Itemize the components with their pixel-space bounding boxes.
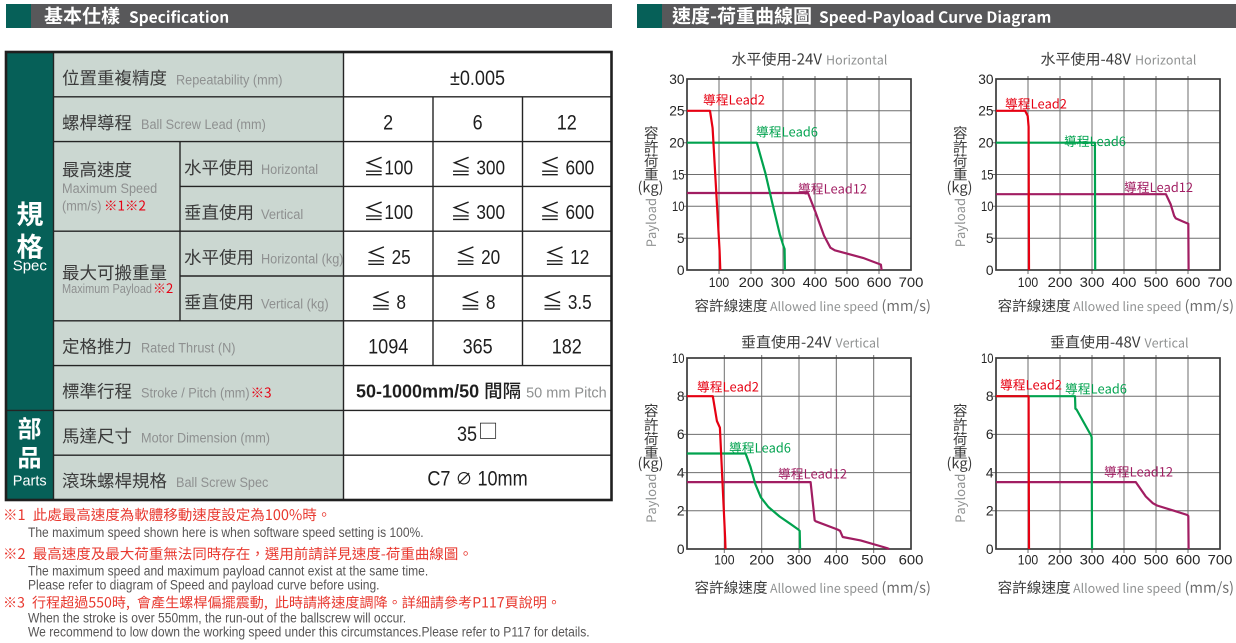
svg-text:5: 5 — [677, 231, 685, 246]
svg-text:Parts: Parts — [13, 474, 47, 490]
svg-text:100: 100 — [714, 552, 735, 568]
svg-text:100: 100 — [1018, 274, 1039, 290]
svg-text:500: 500 — [1144, 274, 1169, 290]
svg-text:25: 25 — [978, 104, 994, 119]
svg-text:10: 10 — [672, 351, 685, 366]
svg-text:C7: C7 — [427, 468, 450, 491]
svg-text:400: 400 — [1112, 274, 1137, 290]
svg-text:Spec: Spec — [13, 258, 48, 275]
svg-text:12: 12 — [570, 247, 589, 269]
svg-text:8: 8 — [396, 292, 406, 314]
svg-text:600: 600 — [565, 157, 594, 179]
svg-text:400: 400 — [803, 274, 828, 290]
svg-text:100: 100 — [1018, 552, 1039, 568]
svg-text:35: 35 — [457, 423, 477, 446]
svg-text:700: 700 — [1208, 552, 1233, 568]
svg-text:600: 600 — [1176, 274, 1201, 290]
svg-text:100: 100 — [384, 157, 413, 179]
svg-text:50-1000mm/50: 50-1000mm/50 — [356, 382, 479, 402]
svg-text:600: 600 — [867, 274, 892, 290]
svg-text:400: 400 — [1112, 552, 1137, 568]
svg-text:200: 200 — [1048, 274, 1073, 290]
svg-text:5: 5 — [986, 231, 994, 246]
svg-text:Horizontal: Horizontal — [261, 162, 318, 177]
svg-text:4: 4 — [677, 465, 685, 480]
svg-text:6: 6 — [677, 427, 685, 442]
svg-text:Vertical: Vertical — [261, 207, 303, 222]
svg-text:When the stroke is over 550mm,: When the stroke is over 550mm, the run-o… — [28, 611, 406, 626]
svg-text:8: 8 — [986, 389, 994, 404]
svg-text:500: 500 — [861, 552, 886, 568]
svg-text:200: 200 — [739, 274, 764, 290]
svg-text:0: 0 — [677, 542, 685, 557]
svg-text:15: 15 — [672, 167, 685, 182]
svg-text:2: 2 — [677, 504, 685, 519]
svg-text:Horizontal (kg): Horizontal (kg) — [261, 252, 344, 267]
svg-text:10mm: 10mm — [477, 468, 527, 491]
svg-text:0: 0 — [986, 542, 994, 557]
svg-text:We recommend to low down the w: We recommend to low down the working spe… — [28, 625, 590, 640]
svg-text:500: 500 — [1144, 552, 1169, 568]
svg-text:30: 30 — [669, 72, 685, 87]
svg-text:300: 300 — [771, 274, 796, 290]
svg-text:The maximum speed and maximum: The maximum speed and maximum payload ca… — [28, 564, 428, 579]
svg-text:Maximum Speed: Maximum Speed — [62, 181, 157, 196]
svg-text:Vertical (kg): Vertical (kg) — [261, 296, 329, 311]
svg-text:300: 300 — [1080, 274, 1105, 290]
svg-text:182: 182 — [552, 335, 582, 358]
svg-text:12: 12 — [557, 112, 577, 135]
svg-text:Stroke / Pitch (mm): Stroke / Pitch (mm) — [141, 386, 250, 401]
svg-text:2: 2 — [986, 504, 994, 519]
svg-text:15: 15 — [981, 167, 994, 182]
svg-text:300: 300 — [476, 157, 505, 179]
svg-text:365: 365 — [463, 335, 493, 358]
svg-text:25: 25 — [392, 247, 411, 269]
svg-text:3.5: 3.5 — [568, 292, 592, 314]
svg-text:±0.005: ±0.005 — [450, 67, 505, 90]
svg-text:20: 20 — [481, 247, 500, 269]
svg-text:2: 2 — [383, 112, 393, 135]
svg-text:600: 600 — [565, 202, 594, 224]
svg-text:10: 10 — [981, 351, 994, 366]
svg-text:700: 700 — [1208, 274, 1233, 290]
svg-text:300: 300 — [787, 552, 812, 568]
svg-text:600: 600 — [1176, 552, 1201, 568]
svg-text:100: 100 — [709, 274, 730, 290]
svg-text:Maximum Payload: Maximum Payload — [62, 281, 152, 296]
svg-text:300: 300 — [476, 202, 505, 224]
svg-text:0: 0 — [986, 263, 994, 278]
svg-text:8: 8 — [677, 389, 685, 404]
svg-text:200: 200 — [1048, 552, 1073, 568]
svg-text:200: 200 — [749, 552, 774, 568]
svg-text:10: 10 — [981, 199, 994, 214]
svg-text:100: 100 — [384, 202, 413, 224]
svg-text:Ball Screw Lead (mm): Ball Screw Lead (mm) — [141, 117, 266, 132]
svg-text:400: 400 — [824, 552, 849, 568]
svg-text:4: 4 — [986, 465, 994, 480]
svg-text:50 mm Pitch: 50 mm Pitch — [526, 386, 607, 402]
svg-text:The maximum speed shown here i: The maximum speed shown here is when sof… — [28, 525, 424, 540]
svg-text:20: 20 — [669, 135, 685, 150]
svg-text:Motor Dimension (mm): Motor Dimension (mm) — [141, 430, 270, 445]
svg-text:20: 20 — [978, 135, 994, 150]
svg-text:300: 300 — [1080, 552, 1105, 568]
svg-text:Rated Thrust (N): Rated Thrust (N) — [141, 341, 236, 356]
svg-text:700: 700 — [899, 274, 924, 290]
svg-text:500: 500 — [835, 274, 860, 290]
svg-text:1094: 1094 — [368, 335, 408, 358]
svg-text:0: 0 — [677, 263, 685, 278]
svg-text:8: 8 — [486, 292, 496, 314]
svg-text:30: 30 — [978, 72, 994, 87]
svg-text:25: 25 — [669, 104, 685, 119]
svg-text:Repeatability (mm): Repeatability (mm) — [176, 72, 283, 87]
svg-text:(mm/s): (mm/s) — [62, 199, 102, 214]
svg-text:6: 6 — [986, 427, 994, 442]
svg-text:600: 600 — [899, 552, 924, 568]
svg-text:10: 10 — [672, 199, 685, 214]
svg-text:Please refer to diagram of Spe: Please refer to diagram of Speed and pay… — [28, 578, 380, 593]
svg-text:Ball Screw Spec: Ball Screw Spec — [176, 475, 269, 490]
svg-text:6: 6 — [473, 112, 483, 135]
